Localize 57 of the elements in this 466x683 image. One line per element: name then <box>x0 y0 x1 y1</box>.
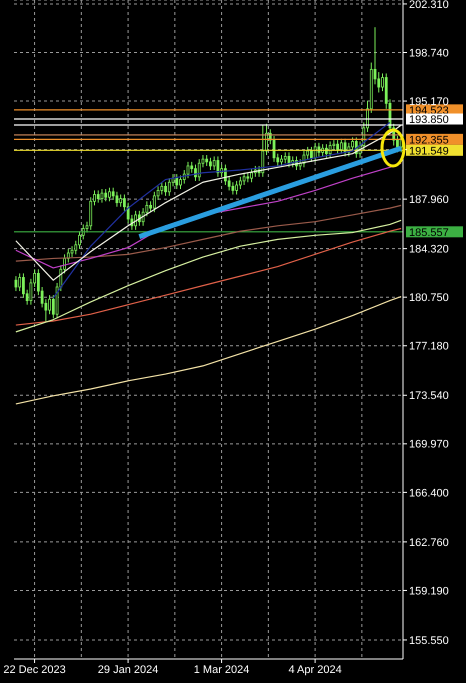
line-series <box>15 296 402 405</box>
candlestick <box>112 187 115 200</box>
candlestick <box>190 161 194 174</box>
ref-line-label: 192.355 <box>409 134 449 146</box>
candlestick <box>235 180 238 196</box>
y-tick-label: 155.550 <box>409 634 449 647</box>
candlestick <box>119 194 122 208</box>
y-tick-label: 166.400 <box>409 487 449 500</box>
candlestick <box>96 190 100 204</box>
candlestick <box>231 182 234 196</box>
candlestick <box>116 191 118 208</box>
candlestick <box>134 210 138 230</box>
x-tick-label: 4 Apr 2024 <box>288 664 342 676</box>
candlestick <box>336 140 340 154</box>
candlestick <box>164 182 167 196</box>
y-tick-label: 162.760 <box>409 536 449 549</box>
candlestick <box>160 182 164 196</box>
line-series <box>15 124 402 281</box>
x-tick-label: 1 Mar 2024 <box>194 664 250 676</box>
candlestick <box>328 140 332 158</box>
candlestick <box>179 174 182 190</box>
y-tick-label: 198.740 <box>409 47 449 60</box>
candlestick <box>280 154 283 166</box>
candlestick <box>238 176 242 190</box>
line-series <box>15 204 402 262</box>
candlestick <box>377 72 380 93</box>
x-tick-label: 29 Jan 2024 <box>98 664 158 676</box>
candlestick <box>216 156 220 178</box>
candlestick <box>250 168 253 183</box>
y-tick-label: 187.960 <box>409 194 449 206</box>
y-tick-label: 159.190 <box>409 585 449 598</box>
y-tick-label: 169.970 <box>409 438 449 451</box>
candlestick <box>242 172 246 186</box>
candlestick <box>288 152 290 168</box>
candlestick <box>152 191 156 213</box>
y-tick-label: 184.320 <box>409 244 449 256</box>
candlestick <box>332 140 336 150</box>
candlestick <box>209 157 212 171</box>
y-tick-label: 202.310 <box>409 0 449 11</box>
candlestick <box>212 156 216 171</box>
candlestick <box>246 172 250 183</box>
candlestick <box>310 146 313 162</box>
candlestick <box>205 154 208 166</box>
ref-line-label: 185.557 <box>409 226 449 239</box>
candlestick <box>284 152 287 164</box>
candlestick <box>142 208 145 226</box>
y-tick-label: 177.180 <box>409 340 449 353</box>
ref-line-label: 191.549 <box>409 145 449 158</box>
candlestick <box>14 276 18 292</box>
x-tick-label: 22 Dec 2023 <box>3 664 66 676</box>
ref-line-label: 193.850 <box>409 114 449 126</box>
candlestick <box>104 188 108 202</box>
candlestick <box>100 188 104 204</box>
y-tick-label: 180.750 <box>409 292 449 304</box>
candlestick <box>108 187 111 202</box>
y-tick-label: 173.540 <box>409 390 449 402</box>
candlestick <box>18 272 22 292</box>
